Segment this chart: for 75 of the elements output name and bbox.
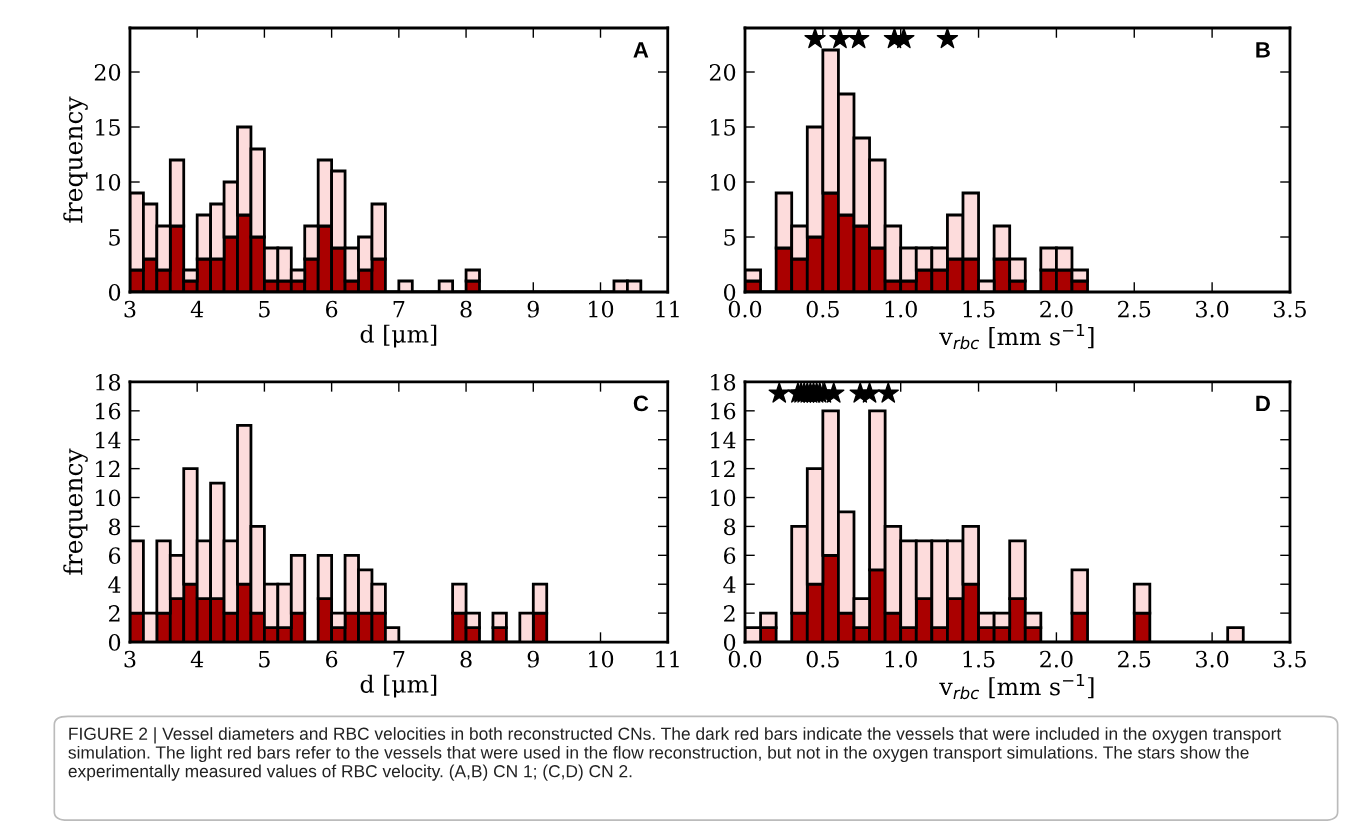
y-tick-label: 16 [711, 402, 736, 420]
y-tick-label: 4 [723, 576, 736, 593]
y-tick-label: 16 [96, 402, 121, 420]
x-tick-label: 8 [460, 650, 472, 668]
y-tick-label: 10 [711, 173, 736, 191]
x-tick-label: 10 [589, 650, 614, 668]
y-tick-label: 8 [108, 518, 121, 536]
y-tick-label: 5 [109, 229, 120, 246]
x-tick-label: 4 [190, 650, 204, 668]
y-tick-label: 18 [96, 373, 121, 391]
y-tick-label: 20 [94, 63, 121, 81]
y-tick-label: 6 [108, 547, 121, 565]
x-tick-label: 3.5 [1273, 300, 1306, 318]
y-tick-label: 2 [109, 605, 120, 622]
x-tick-label: 0.5 [806, 300, 839, 318]
y-tick-label: 15 [711, 118, 735, 136]
x-tick-label: 0.0 [728, 650, 762, 668]
y-tick-label: 5 [724, 229, 735, 246]
y-tick-label: 0 [108, 283, 121, 301]
x-axis-title: d [μm] [360, 324, 437, 348]
x-tick-label: 11 [656, 300, 679, 318]
x-tick-label: 0.5 [806, 650, 839, 668]
x-tick-label: 9 [527, 300, 539, 318]
y-tick-label: 10 [96, 489, 121, 507]
y-tick-label: 12 [96, 460, 120, 478]
x-tick-label: 3 [124, 300, 136, 318]
x-tick-label: 0.0 [728, 300, 762, 318]
y-tick-label: 20 [709, 63, 736, 81]
caption: FIGURE 2 | Vessel diameters and RBC velocities in both reconstructed CNs. The dark red bars indicate the vessels that were included in the oxygen transport simulation. The light red bars refer to the vessels that were used in the flow reconstruction, but not in the oxygen transport simulations. The stars show the experimentally measured values of RBC velocity. (A,B) CN 1; (C,D) CN 2. [68, 727, 1282, 781]
x-axis-title: v$_{rbc}$ [mm s$^{−1}$] [939, 673, 1094, 700]
x-tick-label: 1.0 [885, 300, 917, 318]
x-tick-label: 11 [656, 650, 679, 668]
y-tick-label: 10 [711, 489, 736, 507]
x-axis-title: v$_{rbc}$ [mm s$^{−1}$] [939, 323, 1094, 350]
y-tick-label: 14 [96, 431, 121, 449]
x-tick-label: 7 [393, 651, 405, 668]
x-tick-label: 2.5 [1118, 650, 1151, 668]
x-tick-label: 6 [326, 300, 338, 318]
annotation: B [1256, 42, 1270, 58]
x-tick-label: 5 [259, 651, 270, 668]
x-tick-label: 4 [190, 300, 204, 318]
y-tick-label: 8 [724, 518, 736, 536]
y-tick-label: 0 [723, 283, 736, 301]
x-tick-label: 5 [259, 301, 270, 318]
x-tick-label: 6 [326, 650, 338, 668]
y-tick-label: 14 [711, 431, 736, 449]
y-axis-title: frequency [63, 448, 88, 575]
x-tick-label: 10 [589, 300, 614, 318]
x-tick-label: 9 [527, 650, 539, 668]
annotation: C [633, 395, 649, 412]
y-tick-label: 2 [724, 605, 735, 622]
y-tick-label: 0 [108, 633, 121, 651]
x-tick-label: 7 [393, 301, 405, 318]
x-tick-label: 8 [460, 300, 472, 318]
y-tick-label: 6 [724, 547, 736, 565]
x-tick-label: 2.5 [1118, 300, 1151, 318]
y-tick-label: 18 [711, 373, 736, 391]
x-tick-label: 1.5 [963, 650, 995, 668]
x-tick-label: 3.0 [1196, 300, 1229, 318]
x-tick-label: 1.0 [885, 650, 917, 668]
y-tick-label: 15 [96, 118, 120, 136]
x-tick-label: 2.0 [1040, 650, 1073, 668]
x-tick-label: 3.5 [1273, 650, 1306, 668]
x-tick-label: 1.5 [963, 300, 995, 318]
x-tick-label: 3.0 [1196, 650, 1229, 668]
x-tick-label: 3 [124, 650, 136, 668]
annotation: A [633, 42, 649, 58]
y-tick-label: 4 [108, 576, 121, 593]
y-tick-label: 10 [96, 173, 121, 191]
y-tick-label: 0 [723, 633, 736, 651]
x-tick-label: 2.0 [1040, 300, 1073, 318]
y-axis-title: frequency [63, 96, 88, 223]
x-axis-title: d [μm] [360, 674, 437, 698]
annotation: D [1256, 395, 1270, 412]
y-tick-label: 12 [711, 460, 735, 478]
